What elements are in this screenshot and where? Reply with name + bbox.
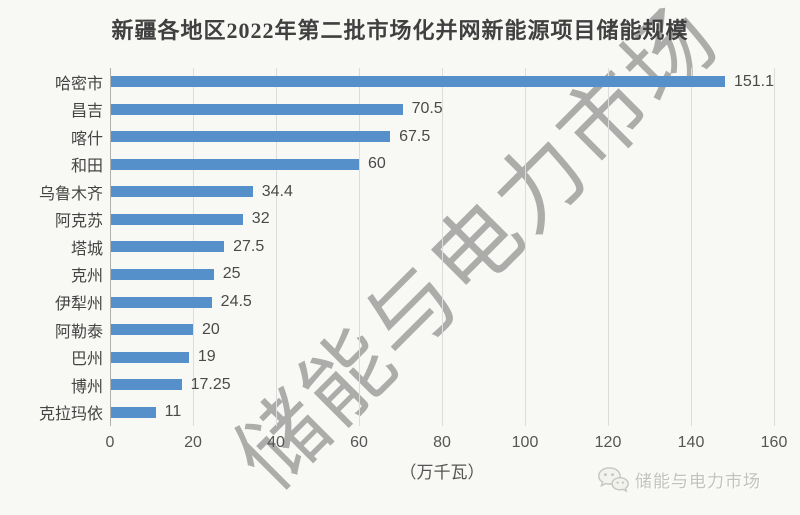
x-tick-label: 140 [677, 434, 705, 451]
chart-row: 151.1 [110, 73, 774, 91]
chart-rows: 151.1 70.5 67.5 60 34.4 32 27.5 25 24.5 … [110, 68, 774, 426]
x-tick-label: 20 [184, 434, 202, 451]
chart-row: 25 [110, 265, 774, 283]
category-label: 巴州 [70, 351, 103, 369]
chart-row: 24.5 [110, 293, 774, 311]
category-label: 塔城 [70, 240, 103, 258]
gridline [442, 68, 443, 426]
category-label: 克州 [70, 268, 103, 286]
value-label: 24.5 [220, 293, 252, 311]
chart-row: 70.5 [110, 100, 774, 118]
chart-row: 20 [110, 321, 774, 339]
category-axis: 哈密市昌吉喀什和田乌鲁木齐阿克苏塔城克州伊犁州阿勒泰巴州博州克拉玛依 [0, 68, 103, 426]
value-label: 17.25 [190, 375, 231, 393]
category-label: 哈密市 [54, 75, 103, 93]
bar [110, 186, 253, 198]
x-tick-label: 60 [350, 434, 368, 451]
value-label: 27.5 [233, 237, 265, 255]
bar [110, 268, 214, 280]
category-label: 和田 [70, 158, 103, 176]
gridline [608, 68, 609, 426]
chart-row: 32 [110, 210, 774, 228]
bar [110, 379, 182, 391]
bar [110, 158, 359, 170]
category-label: 乌鲁木齐 [38, 185, 103, 203]
x-axis: 0 20 40 60 80 100 120 140 160 [106, 434, 788, 454]
x-tick-label: 160 [760, 434, 788, 451]
chart-row: 11 [110, 403, 774, 421]
chart-row: 60 [110, 155, 774, 173]
category-label: 喀什 [70, 130, 103, 148]
value-label: 34.4 [261, 182, 293, 200]
x-tick-label: 120 [594, 434, 622, 451]
value-label: 67.5 [399, 127, 431, 145]
value-label: 32 [251, 210, 270, 228]
category-label: 阿勒泰 [54, 323, 103, 341]
x-tick-label: 100 [511, 434, 539, 451]
footer-brand: 储能与电力市场 [597, 466, 761, 493]
bar [110, 76, 725, 88]
bar [110, 324, 193, 336]
value-label: 151.1 [733, 72, 774, 90]
bar [110, 103, 403, 115]
bar [110, 406, 156, 418]
chart-row: 19 [110, 348, 774, 366]
category-label: 克拉玛依 [38, 406, 103, 424]
bar [110, 213, 243, 225]
category-label: 伊犁州 [54, 296, 103, 314]
x-tick-label: 0 [105, 434, 115, 451]
value-label: 20 [202, 320, 220, 338]
chart-row: 67.5 [110, 128, 774, 146]
value-label: 70.5 [411, 100, 443, 118]
value-label: 60 [368, 155, 386, 173]
category-label: 博州 [70, 378, 103, 396]
gridline [110, 68, 111, 426]
gridline [359, 68, 360, 426]
gridline [525, 68, 526, 426]
wechat-icon [597, 466, 629, 493]
bar [110, 296, 212, 308]
x-axis-title: （万千瓦） [399, 463, 485, 482]
bar [110, 351, 189, 363]
x-tick-label: 40 [267, 434, 285, 451]
x-tick-label: 80 [433, 434, 451, 451]
gridline [691, 68, 692, 426]
value-label: 25 [222, 265, 241, 283]
footer-brand-label: 储能与电力市场 [635, 472, 761, 491]
value-label: 19 [197, 348, 216, 366]
chart-row: 34.4 [110, 183, 774, 201]
gridline [774, 68, 775, 426]
bar [110, 131, 391, 143]
chart-title: 新疆各地区2022年第二批市场化并网新能源项目储能规模 [111, 18, 689, 43]
value-label: 11 [164, 403, 182, 421]
plot-area: 151.1 70.5 67.5 60 34.4 32 27.5 25 24.5 … [110, 68, 775, 426]
category-label: 阿克苏 [54, 213, 103, 231]
chart-row: 27.5 [110, 238, 774, 256]
chart-row: 17.25 [110, 376, 774, 394]
bar [110, 241, 225, 253]
category-label: 昌吉 [70, 103, 103, 121]
gridline [276, 68, 277, 426]
